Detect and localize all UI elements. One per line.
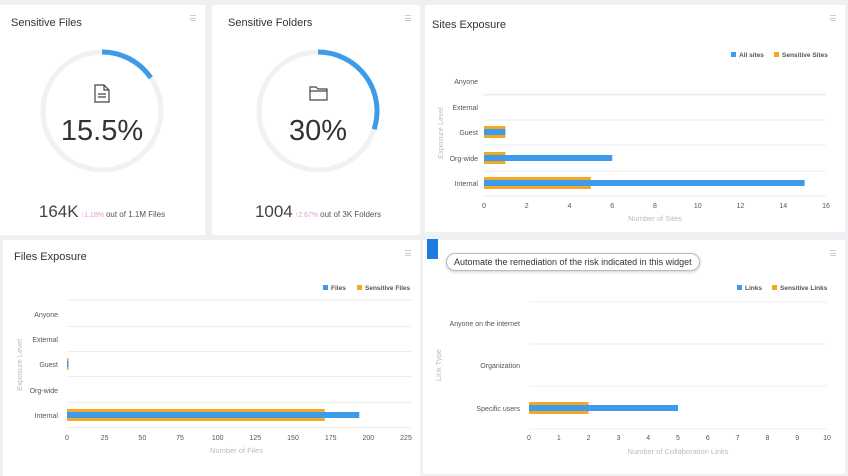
sensitive-folders-percent: 30%: [288, 115, 348, 147]
widget-title: Sensitive Files: [11, 17, 82, 29]
total: out of 1.1M Files: [105, 210, 166, 219]
widget-title: Files Exposure: [14, 251, 87, 263]
widget-title: Sensitive Folders: [228, 17, 313, 29]
widget-title: Sites Exposure: [432, 19, 506, 31]
sensitive-folders-stat: 1004 ↑2.67% out of 3K Folders: [213, 202, 423, 222]
tooltip: Automate the remediation of the risk ind…: [446, 253, 700, 271]
menu-icon[interactable]: [190, 15, 196, 21]
menu-icon[interactable]: [405, 15, 411, 21]
count: 164K: [38, 202, 79, 221]
menu-icon[interactable]: [405, 250, 411, 256]
menu-icon[interactable]: [830, 15, 836, 21]
links-by-type-widget: [423, 240, 845, 474]
automate-remediation-button[interactable]: [427, 239, 438, 259]
sites-exposure-widget: Sites Exposure: [425, 5, 845, 232]
sensitive-files-stat: 164K ↑1.18% out of 1.1M Files: [0, 202, 207, 222]
change: ↑1.18%: [80, 212, 104, 219]
file-icon: [94, 84, 110, 103]
change: ↑2.67%: [294, 212, 319, 219]
sensitive-files-percent: 15.5%: [60, 115, 144, 147]
total: out of 3K Folders: [320, 210, 382, 219]
folder-icon: [309, 86, 328, 101]
count: 1004: [254, 202, 293, 221]
files-exposure-widget: Files Exposure: [3, 240, 420, 476]
menu-icon[interactable]: [830, 250, 836, 256]
